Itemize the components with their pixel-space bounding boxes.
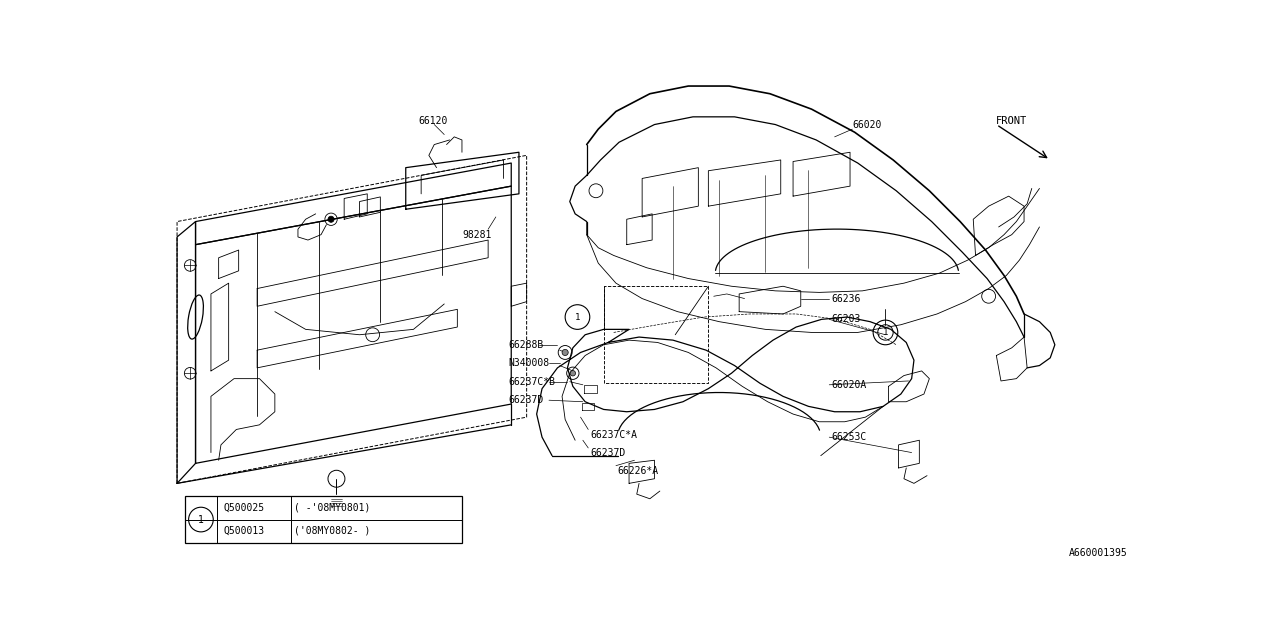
Text: N340008: N340008 — [508, 358, 549, 368]
Text: 66020A: 66020A — [832, 380, 867, 390]
Circle shape — [570, 371, 576, 376]
Text: 66120: 66120 — [419, 116, 448, 127]
Text: 66236: 66236 — [832, 294, 861, 303]
Text: 66237C*B: 66237C*B — [508, 377, 556, 387]
Circle shape — [562, 349, 568, 356]
Text: 66237C*A: 66237C*A — [590, 430, 637, 440]
Text: 1: 1 — [883, 328, 888, 337]
Bar — [184, 497, 462, 543]
Text: Q500013: Q500013 — [223, 525, 265, 536]
Text: 66020: 66020 — [852, 120, 882, 129]
Text: 66253C: 66253C — [832, 432, 867, 442]
Text: Q500025: Q500025 — [223, 502, 265, 513]
Circle shape — [328, 216, 334, 222]
Text: FRONT: FRONT — [996, 116, 1028, 127]
Text: 66237D: 66237D — [508, 395, 544, 405]
Text: ('08MY0802- ): ('08MY0802- ) — [294, 525, 370, 536]
Text: 66237D: 66237D — [590, 447, 626, 458]
Text: 98281: 98281 — [462, 230, 492, 239]
Text: 66226*A: 66226*A — [617, 466, 659, 476]
Text: 66203: 66203 — [832, 314, 861, 324]
Text: ( -'08MY0801): ( -'08MY0801) — [294, 502, 370, 513]
Text: 66288B: 66288B — [508, 340, 544, 349]
Text: 1: 1 — [198, 515, 204, 525]
Text: A660001395: A660001395 — [1069, 548, 1128, 557]
Text: 1: 1 — [575, 312, 580, 321]
